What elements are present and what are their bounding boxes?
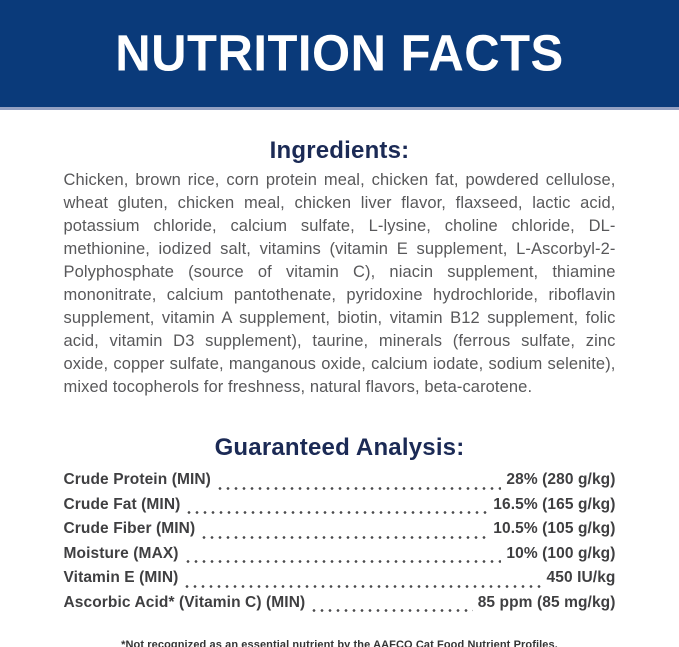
footer: *Not recognized as an essential nutrient… <box>0 639 679 647</box>
analysis-row-value: 10% (100 g/kg) <box>506 544 616 562</box>
analysis-row-label: Crude Protein (MIN) <box>63 471 211 488</box>
analysis-row-label: Vitamin E (MIN) <box>63 569 179 586</box>
analysis-row-label: Crude Fiber (MIN) <box>63 520 196 537</box>
dot-leader <box>183 584 542 588</box>
guaranteed-analysis-table: Crude Protein (MIN) 28% (280 g/kg) Crude… <box>64 471 616 618</box>
ingredients-text: Chicken, brown rice, corn protein meal, … <box>63 171 616 396</box>
analysis-row-moisture: Moisture (MAX) 10% (100 g/kg) <box>64 545 616 570</box>
analysis-row-value: 85 ppm (85 mg/kg) <box>477 593 616 611</box>
header-banner: NUTRITION FACTS <box>0 0 679 110</box>
dot-leader <box>200 535 489 539</box>
analysis-row-value: 16.5% (165 g/kg) <box>493 495 616 513</box>
analysis-row-label: Moisture (MAX) <box>63 544 179 562</box>
analysis-row-label: Crude Fat (MIN) <box>63 495 181 513</box>
page-title: NUTRITION FACTS <box>115 25 564 82</box>
analysis-row-ascorbic-acid: Ascorbic Acid* (Vitamin C) (MIN) 85 ppm … <box>64 594 616 619</box>
ingredients-heading: Ingredients: <box>269 137 410 164</box>
dot-leader <box>185 511 489 514</box>
analysis-row-value: 28% (280 g/kg) <box>506 471 616 488</box>
guaranteed-analysis-heading: Guaranteed Analysis: <box>214 434 465 461</box>
analysis-row-value: 450 IU/kg <box>546 569 616 586</box>
dot-leader <box>215 486 502 490</box>
analysis-row-crude-fat: Crude Fat (MIN) 16.5% (165 g/kg) <box>64 496 616 521</box>
footnote: *Not recognized as an essential nutrient… <box>121 639 558 647</box>
dot-leader <box>183 560 502 563</box>
analysis-row-vitamin-e: Vitamin E (MIN) 450 IU/kg <box>64 569 616 594</box>
guaranteed-analysis-section: Guaranteed Analysis: Crude Protein (MIN)… <box>0 433 679 618</box>
dot-leader <box>310 609 473 612</box>
analysis-row-label: Ascorbic Acid* (Vitamin C) (MIN) <box>63 593 306 611</box>
analysis-row-value: 10.5% (105 g/kg) <box>493 520 616 537</box>
analysis-row-crude-protein: Crude Protein (MIN) 28% (280 g/kg) <box>64 471 616 496</box>
ingredients-section: Ingredients: Chicken, brown rice, corn p… <box>0 136 679 399</box>
analysis-row-crude-fiber: Crude Fiber (MIN) 10.5% (105 g/kg) <box>64 520 616 545</box>
